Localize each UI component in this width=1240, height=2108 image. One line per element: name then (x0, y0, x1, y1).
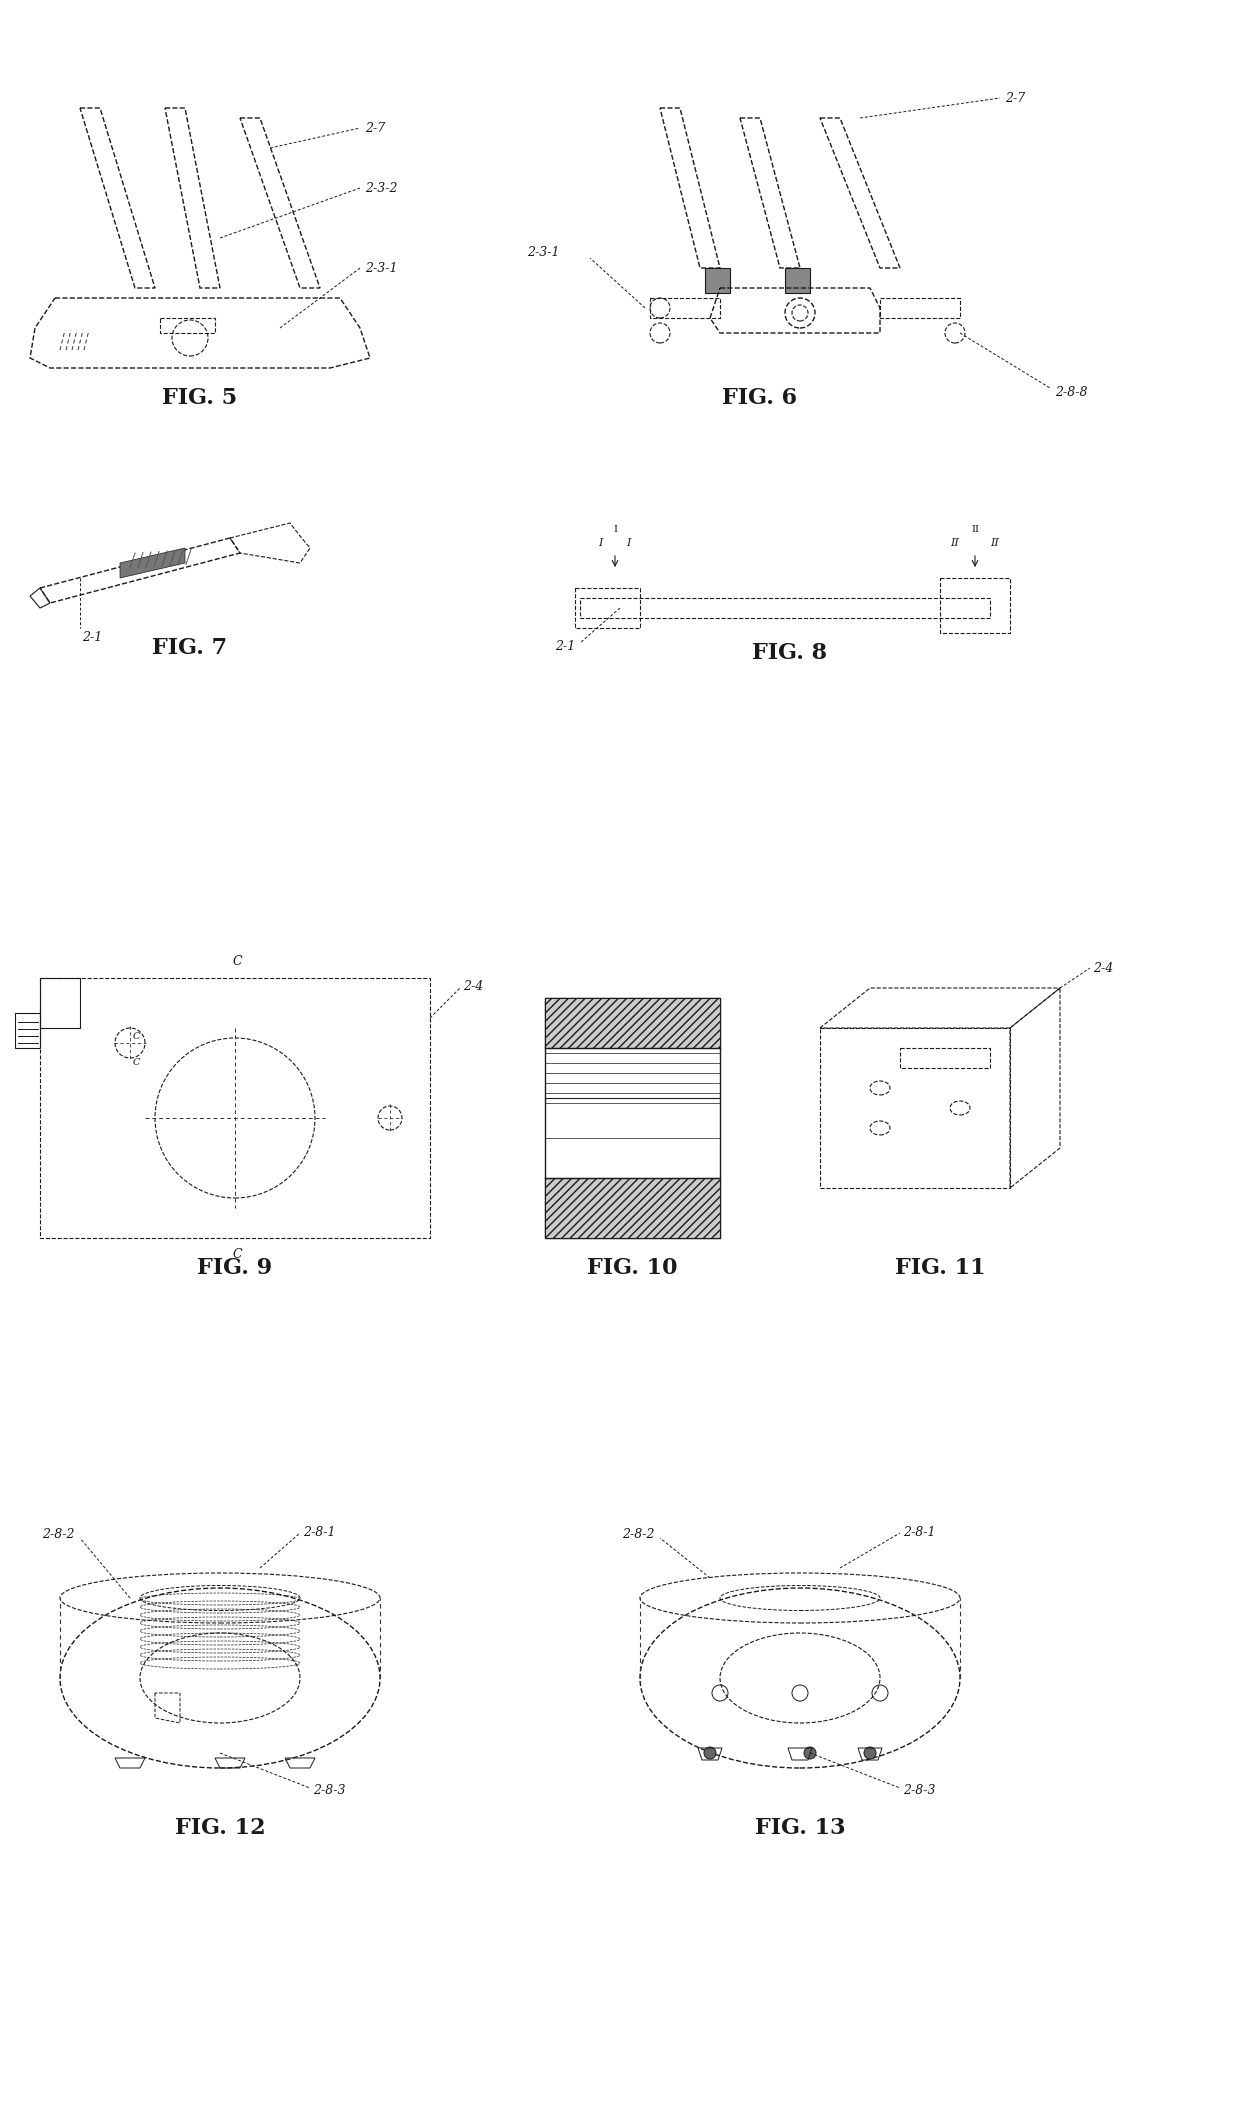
Text: 2-4: 2-4 (463, 980, 484, 993)
Text: II: II (951, 538, 960, 548)
Text: FIG. 10: FIG. 10 (587, 1256, 677, 1280)
Text: I: I (626, 538, 630, 548)
Text: FIG. 8: FIG. 8 (753, 643, 827, 664)
Text: 2-3-2: 2-3-2 (365, 181, 398, 194)
Text: I: I (598, 538, 603, 548)
Text: 2-1: 2-1 (82, 630, 102, 645)
Text: 2-8-2: 2-8-2 (42, 1528, 74, 1541)
Polygon shape (706, 268, 730, 293)
Text: 2-8-2: 2-8-2 (622, 1528, 655, 1541)
Text: 2-3-1: 2-3-1 (527, 247, 560, 259)
Polygon shape (546, 1178, 720, 1237)
Text: 2-8-1: 2-8-1 (903, 1526, 935, 1539)
Text: FIG. 5: FIG. 5 (162, 388, 238, 409)
Text: II: II (971, 525, 980, 535)
Text: FIG. 13: FIG. 13 (755, 1817, 846, 1838)
Text: 2-8-3: 2-8-3 (903, 1783, 935, 1796)
Text: 2-7: 2-7 (1004, 91, 1025, 105)
Polygon shape (785, 268, 810, 293)
Circle shape (704, 1748, 715, 1758)
Circle shape (804, 1748, 816, 1758)
Text: FIG. 7: FIG. 7 (153, 637, 228, 660)
Text: FIG. 11: FIG. 11 (895, 1256, 986, 1280)
Text: C: C (232, 1248, 242, 1261)
Text: 2-7: 2-7 (365, 122, 386, 135)
Circle shape (864, 1748, 875, 1758)
Text: 2-8-8: 2-8-8 (1055, 386, 1087, 401)
Polygon shape (546, 997, 720, 1048)
Text: I: I (613, 525, 618, 535)
Polygon shape (120, 548, 185, 578)
Text: C: C (133, 1058, 140, 1067)
Text: 2-8-1: 2-8-1 (303, 1526, 336, 1539)
Text: C: C (232, 955, 242, 968)
Text: FIG. 6: FIG. 6 (723, 388, 797, 409)
Text: C: C (133, 1033, 140, 1041)
Text: 2-1: 2-1 (554, 639, 575, 653)
Text: 2-8-3: 2-8-3 (312, 1783, 346, 1796)
Text: II: II (991, 538, 999, 548)
Text: FIG. 9: FIG. 9 (197, 1256, 273, 1280)
Text: FIG. 12: FIG. 12 (175, 1817, 265, 1838)
Text: 2-4: 2-4 (1092, 961, 1114, 974)
Text: 2-3-1: 2-3-1 (365, 261, 398, 274)
